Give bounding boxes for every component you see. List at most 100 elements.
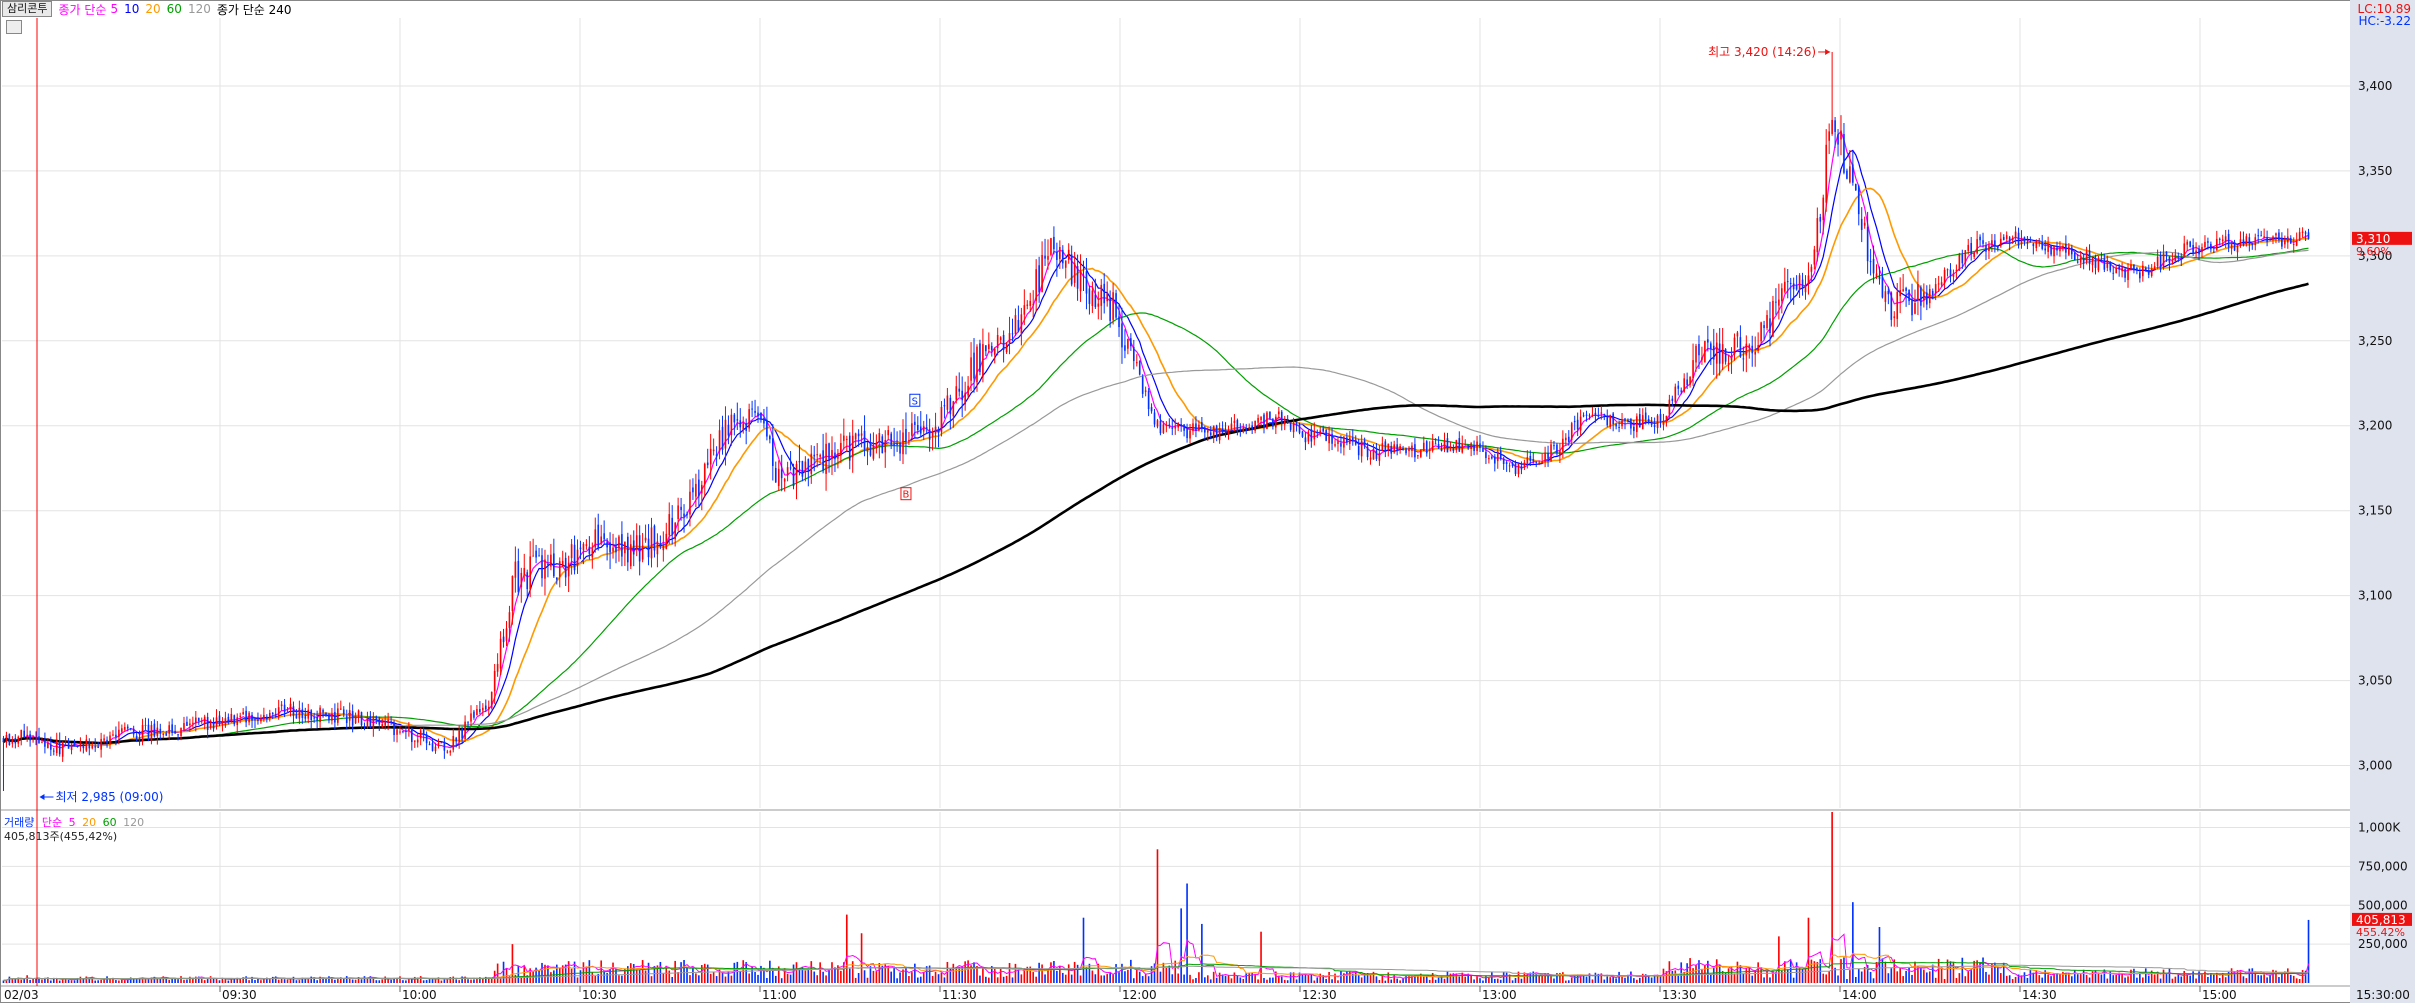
candle-body — [1730, 355, 1733, 361]
candle-body — [141, 724, 144, 742]
volume-bar — [2230, 968, 2233, 983]
volume-bar — [1251, 973, 1253, 983]
ma10-label: 10 — [124, 2, 140, 16]
candle-body — [1822, 197, 1825, 221]
volume-bar — [1689, 958, 1691, 983]
volume-bar — [1201, 923, 1203, 983]
candle-body — [440, 742, 443, 744]
volume-bar — [1644, 974, 1647, 983]
candle-body — [558, 561, 561, 577]
candle-body — [2008, 237, 2011, 242]
candle-body — [1088, 288, 1091, 304]
volume-bar — [1952, 962, 1955, 983]
candle-body — [1709, 343, 1712, 349]
candle-body — [792, 468, 795, 487]
candle-body — [2224, 236, 2227, 242]
volume-bar — [2112, 975, 2115, 983]
volume-bar — [1849, 970, 1851, 983]
chart-settings-icon[interactable] — [6, 20, 22, 34]
candle-body — [381, 724, 384, 727]
volume-bar — [603, 971, 605, 983]
volume-bar — [845, 914, 848, 983]
candle-body — [1556, 444, 1558, 454]
volume-bar — [1757, 962, 1759, 983]
candle-body — [1026, 304, 1029, 306]
volume-bar — [656, 965, 659, 983]
candle-body — [411, 728, 413, 743]
volume-bar — [194, 976, 197, 983]
candle-body — [1414, 444, 1416, 458]
volume-bar — [351, 979, 354, 983]
volume-bar — [1153, 963, 1156, 983]
candle-body — [1183, 424, 1185, 431]
candle-body — [1316, 431, 1319, 433]
candle-body — [82, 743, 85, 749]
volume-bar — [1461, 972, 1464, 983]
candle-body — [2133, 264, 2135, 271]
candle-body — [2106, 260, 2109, 268]
current-price-tag — [2352, 231, 2412, 245]
candle-body — [1132, 347, 1135, 362]
volume-bar — [834, 967, 836, 983]
volume-bar — [683, 960, 685, 983]
candle-body — [1760, 322, 1762, 342]
volume-bar — [1789, 959, 1792, 983]
volume-bar — [2215, 972, 2218, 983]
volume-bar — [1390, 979, 1393, 983]
volume-bar — [1124, 971, 1126, 983]
candle-body — [1067, 249, 1070, 260]
volume-bar — [1147, 976, 1150, 983]
candle-body — [138, 737, 141, 741]
volume-bar — [1704, 964, 1706, 983]
candle-body — [2020, 237, 2023, 245]
volume-bar — [67, 979, 70, 983]
stock-name-tab[interactable]: 삼리콘투 — [2, 1, 53, 17]
candle-body — [1547, 453, 1549, 459]
candle-body — [413, 740, 416, 742]
candle-body — [718, 430, 721, 452]
candle-body — [600, 536, 603, 544]
volume-bar — [103, 979, 105, 983]
candle-body — [2236, 245, 2239, 253]
y-tick-label: 3,100 — [2358, 589, 2392, 603]
candle-body — [615, 546, 617, 553]
volume-bar — [1733, 973, 1736, 983]
candle-body — [899, 442, 901, 454]
volume-bar — [1884, 961, 1887, 983]
candle-body — [2023, 237, 2026, 243]
volume-bar — [970, 965, 972, 983]
candle-body — [671, 517, 674, 535]
volume-bar — [2233, 971, 2236, 983]
candle-body — [902, 432, 904, 455]
volume-bar — [1053, 960, 1055, 983]
candle-body — [1053, 236, 1055, 250]
candle-body — [698, 479, 700, 497]
volume-bar — [1943, 978, 1946, 983]
candle-body — [686, 513, 688, 516]
candle-body — [277, 707, 280, 717]
volume-bar — [271, 976, 274, 983]
candle-body — [73, 742, 76, 746]
volume-bar — [197, 976, 200, 983]
candle-body — [307, 709, 310, 719]
candle-body — [706, 462, 709, 466]
candle-body — [2159, 255, 2162, 270]
volume-bar — [1609, 977, 1612, 983]
candle-body — [1304, 437, 1307, 443]
candle-body — [733, 414, 736, 423]
volume-bar — [964, 961, 966, 983]
volume-bar — [434, 979, 437, 983]
candle-body — [8, 733, 11, 746]
volume-bar — [70, 980, 73, 983]
candle-body — [2150, 268, 2153, 276]
candle-body — [1875, 273, 1878, 278]
candle-body — [982, 344, 984, 377]
volume-bar — [1343, 973, 1345, 983]
candle-body — [58, 740, 61, 755]
volume-bar — [612, 962, 614, 983]
volume-bar — [455, 979, 458, 983]
candle-body — [2082, 258, 2085, 264]
candle-body — [399, 731, 401, 733]
candle-body — [2130, 264, 2132, 269]
